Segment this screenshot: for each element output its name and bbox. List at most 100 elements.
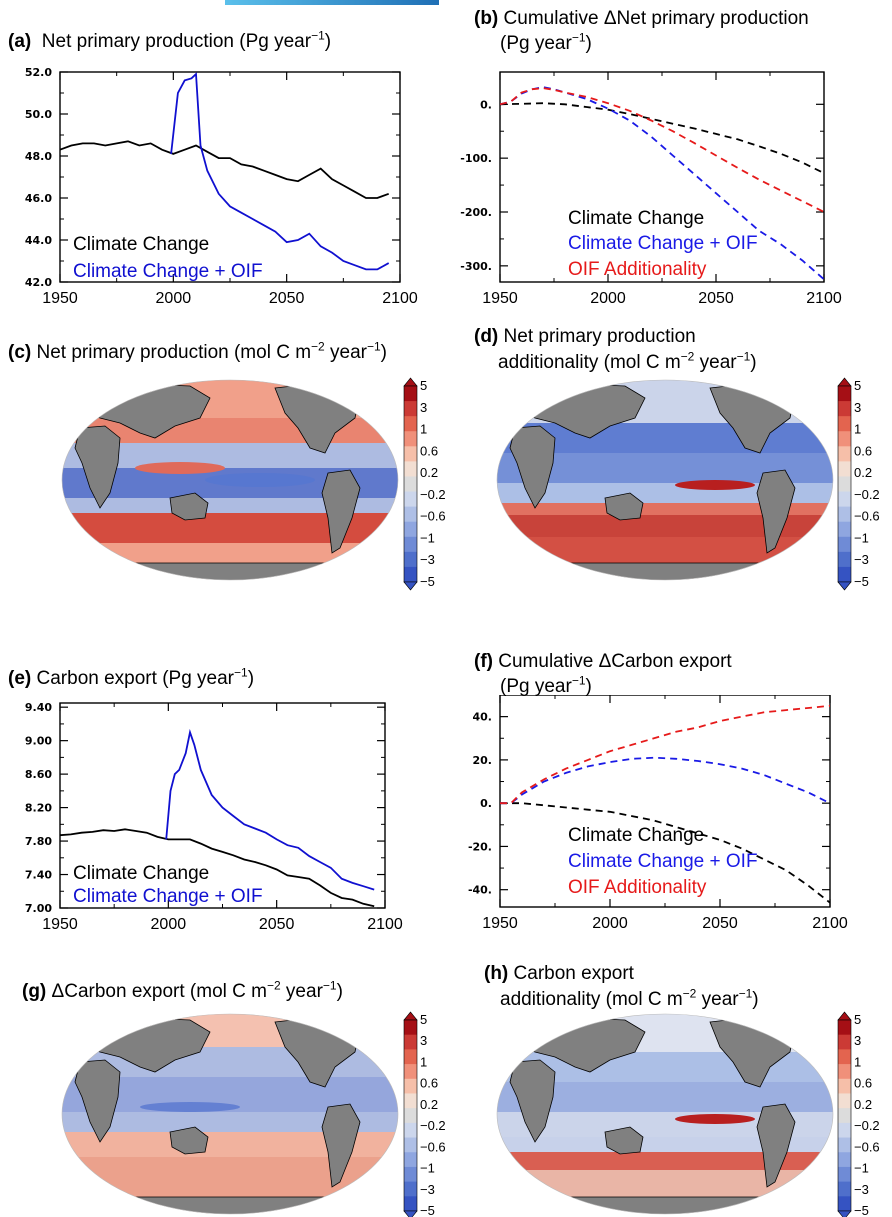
land-mass	[74, 1059, 121, 1143]
colorbar-segment	[404, 386, 417, 402]
chart-e-carbon-export: 1950 2000 2050 2100 7.00 7.40 7.80 8.20 8.60 9.00…	[25, 701, 403, 933]
map-field	[497, 1014, 833, 1214]
y-tick-label: -300.	[460, 260, 492, 273]
colorbar-segment	[404, 1049, 417, 1065]
series-line-1	[170, 72, 390, 271]
colorbar-label: −1	[854, 1161, 869, 1176]
map-border	[496, 1013, 834, 1215]
panel-f-title-line2: (Pg year−1)	[500, 673, 592, 697]
colorbar-segment	[838, 431, 851, 447]
panel-g-title: (g) ΔCarbon export (mol C m−2 year−1)	[22, 978, 343, 1002]
colorbar-label: 1	[854, 422, 861, 437]
map-border	[61, 379, 399, 581]
colorbar-label: 3	[854, 1033, 861, 1048]
colorbar-label: 0.2	[420, 465, 438, 480]
land-mass	[604, 492, 644, 521]
colorbar-label: 3	[854, 400, 861, 415]
colorbar-label: −3	[854, 1182, 869, 1197]
y-tick-label: -200.	[460, 206, 492, 219]
legend-entry: Climate Change + OIF	[568, 233, 758, 254]
panel-a-title: (a) Net primary production (Pg year−1)	[8, 28, 332, 52]
colorbar-segment	[404, 1064, 417, 1080]
colorbar-label: 1	[854, 1054, 861, 1069]
x-tick-label: 2100	[367, 916, 403, 933]
panel-d-title: (d) Net primary production	[474, 326, 696, 347]
colorbar-label: 5	[420, 378, 427, 393]
colorbar-segment	[838, 1020, 851, 1036]
colorbar-d: 5 3 1 0.6 0.2 −0.2 −0.6 −1 −3 −5	[837, 377, 880, 591]
panel-d-title-line2: additionality (mol C m−2 year−1)	[498, 349, 757, 373]
legend-entry: Climate Change + OIF	[568, 851, 758, 872]
colorbar-segment	[838, 1049, 851, 1065]
colorbar-segment	[404, 551, 417, 568]
y-tick-label: 9.00	[25, 735, 52, 748]
chart-a-net-primary-production: 1950 2000 2050 2100 42.0 44.0 46.0 48.0 50.0 52.0…	[25, 66, 418, 307]
colorbar-segment	[404, 1020, 417, 1036]
panel-b-title: (b) Cumulative ΔNet primary production	[474, 8, 809, 29]
chart-b-cumulative-npp: 1950 2000 2050 2100 -300. -200. -100. 0. Climate…	[460, 71, 842, 307]
series-line-2	[500, 704, 830, 805]
x-tick-label: 2000	[592, 915, 628, 932]
land-mass	[604, 1126, 644, 1155]
map-border	[61, 1013, 399, 1215]
colorbar-label: 5	[854, 378, 861, 393]
land-mass	[509, 425, 556, 509]
series-line-0	[500, 102, 824, 175]
x-tick-label: 2050	[269, 290, 305, 307]
colorbar-label: −0.6	[854, 1139, 880, 1154]
panel-h-title: (h) Carbon export	[484, 963, 634, 984]
colorbar-segment	[838, 1181, 851, 1197]
x-tick-label: 2000	[156, 290, 192, 307]
colorbar-segment	[404, 1122, 417, 1139]
y-tick-label: 8.60	[25, 768, 52, 781]
land-mass	[497, 562, 833, 580]
x-tick-label: 2050	[259, 916, 295, 933]
colorbar-label: 1	[420, 1054, 427, 1069]
land-mass	[169, 1126, 209, 1155]
x-tick-label: 2100	[812, 915, 848, 932]
colorbar-segment	[404, 1196, 417, 1212]
land-mass	[74, 425, 121, 509]
land-mass	[169, 492, 209, 521]
panel-f-title: (f) Cumulative ΔCarbon export	[474, 651, 732, 672]
colorbar-segment	[404, 1137, 417, 1153]
land-mass	[509, 1059, 556, 1143]
legend-entry: Climate Change + OIF	[73, 261, 263, 282]
colorbar-segment	[404, 461, 417, 477]
y-tick-label: 40.	[473, 711, 493, 724]
series-line-2	[500, 87, 824, 213]
colorbar-segment	[838, 491, 851, 508]
land-mass	[321, 469, 361, 554]
colorbar-label: 1	[420, 422, 427, 437]
colorbar-segment	[838, 1093, 851, 1109]
colorbar-label: −1	[420, 1161, 435, 1176]
colorbar-segment	[838, 521, 851, 538]
colorbar-label: −0.6	[420, 1139, 446, 1154]
x-tick-label: 2050	[698, 290, 734, 307]
colorbar-segment	[838, 1166, 851, 1183]
colorbar-segment	[404, 401, 417, 417]
colorbar-segment	[404, 1108, 417, 1124]
colorbar-segment	[404, 416, 417, 432]
colorbar-label: 0.6	[854, 1076, 872, 1091]
colorbar-bottom-arrow	[837, 1210, 852, 1217]
x-tick-label: 1950	[482, 915, 518, 932]
colorbar-segment	[404, 536, 417, 553]
panel-c-title: (c) Net primary production (mol C m−2 ye…	[8, 339, 387, 363]
colorbar-label: 5	[854, 1012, 861, 1027]
series-line-0	[60, 828, 375, 908]
colorbar-segment	[404, 1181, 417, 1197]
map-border	[496, 379, 834, 581]
colorbar-segment	[404, 446, 417, 462]
land-mass	[321, 1103, 361, 1188]
x-tick-label: 1950	[42, 916, 78, 933]
legend-entry: Climate Change	[568, 208, 704, 229]
colorbar-segment	[838, 1122, 851, 1139]
colorbar-label: 5	[420, 1012, 427, 1027]
colorbar-h: 5 3 1 0.6 0.2 −0.2 −0.6 −1 −3 −5	[837, 1011, 880, 1217]
chart-f-cumulative-carbon-export: 1950 2000 2050 2100 -40. -20. 0. 20. 40. Climate …	[468, 695, 848, 932]
legend-entry: OIF Additionality	[568, 259, 707, 280]
panel-b-title-line2: (Pg year−1)	[500, 30, 592, 54]
y-tick-label: 9.40	[25, 701, 52, 714]
colorbar-segment	[838, 1108, 851, 1124]
